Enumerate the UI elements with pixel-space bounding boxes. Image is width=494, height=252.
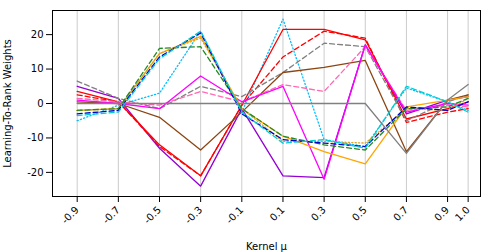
svg-text:0.3: 0.3 bbox=[309, 204, 328, 223]
svg-text:-10: -10 bbox=[27, 132, 43, 143]
svg-text:20: 20 bbox=[31, 29, 44, 40]
svg-text:-0.9: -0.9 bbox=[59, 204, 81, 226]
svg-text:10: 10 bbox=[31, 63, 44, 74]
svg-text:0.9: 0.9 bbox=[432, 204, 451, 223]
svg-text:-0.7: -0.7 bbox=[100, 204, 122, 226]
svg-text:-20: -20 bbox=[27, 167, 43, 178]
svg-text:0.1: 0.1 bbox=[268, 204, 287, 223]
svg-text:-0.5: -0.5 bbox=[142, 204, 164, 226]
svg-text:Learning-To-Rank Weights: Learning-To-Rank Weights bbox=[2, 39, 13, 168]
svg-text:Kernel μ: Kernel μ bbox=[246, 241, 288, 252]
svg-text:0.7: 0.7 bbox=[391, 204, 410, 223]
svg-text:0: 0 bbox=[37, 98, 43, 109]
svg-text:0.5: 0.5 bbox=[350, 204, 369, 223]
svg-text:-0.3: -0.3 bbox=[183, 204, 205, 226]
svg-text:-0.1: -0.1 bbox=[224, 204, 246, 226]
svg-text:1.0: 1.0 bbox=[453, 204, 472, 223]
